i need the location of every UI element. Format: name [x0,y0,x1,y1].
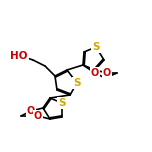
Text: O: O [103,68,111,78]
Text: S: S [58,98,66,108]
Text: O: O [91,68,99,78]
Text: S: S [92,42,100,52]
Text: O: O [27,106,35,116]
Text: O: O [34,111,42,121]
Text: HO: HO [10,51,28,61]
Text: S: S [73,78,81,88]
